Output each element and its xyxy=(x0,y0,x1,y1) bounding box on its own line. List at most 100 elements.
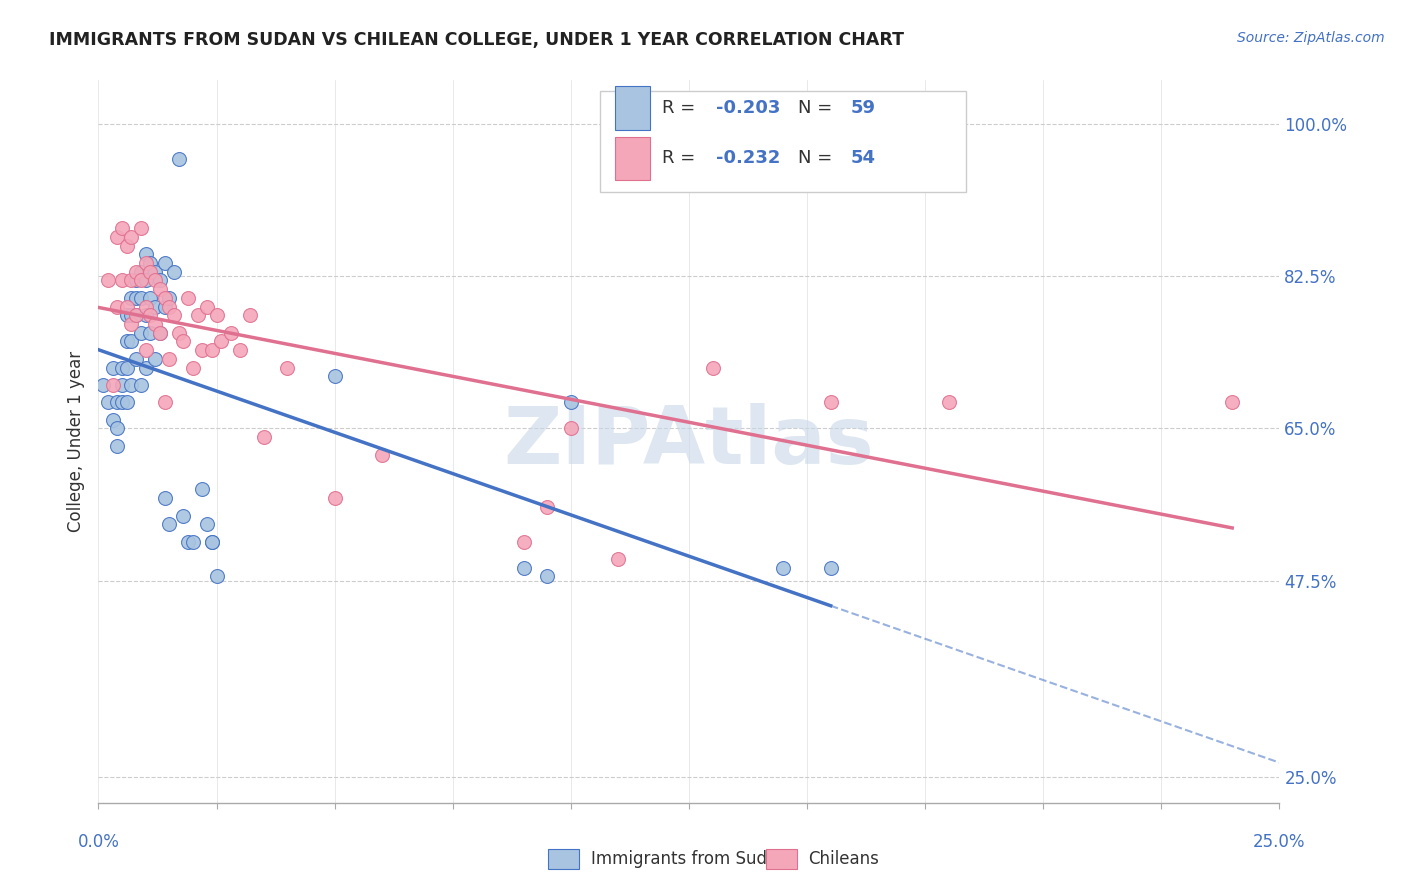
Text: N =: N = xyxy=(797,99,838,117)
Point xyxy=(323,369,346,384)
Text: Source: ZipAtlas.com: Source: ZipAtlas.com xyxy=(1237,31,1385,45)
Point xyxy=(121,317,143,331)
Point xyxy=(139,326,162,340)
Point xyxy=(143,300,166,314)
Point xyxy=(135,308,157,322)
Point xyxy=(536,569,558,583)
Text: 0.0%: 0.0% xyxy=(77,833,120,851)
Point xyxy=(143,265,166,279)
FancyBboxPatch shape xyxy=(600,91,966,193)
Text: ZIPAtlas: ZIPAtlas xyxy=(503,402,875,481)
Point xyxy=(157,351,180,366)
Point xyxy=(125,273,148,287)
Point xyxy=(111,221,134,235)
Point xyxy=(560,421,582,435)
Point xyxy=(101,413,124,427)
Point xyxy=(121,230,143,244)
Point xyxy=(772,561,794,575)
Point xyxy=(191,343,214,358)
Point xyxy=(101,378,124,392)
Point xyxy=(139,308,162,322)
Text: 59: 59 xyxy=(851,99,876,117)
Point xyxy=(105,300,128,314)
Text: -0.232: -0.232 xyxy=(716,150,780,168)
Point xyxy=(143,351,166,366)
Point xyxy=(177,291,200,305)
Point xyxy=(253,430,276,444)
Text: 25.0%: 25.0% xyxy=(1253,833,1306,851)
Point xyxy=(91,378,114,392)
Point xyxy=(135,360,157,375)
Point xyxy=(115,238,138,252)
Point xyxy=(149,273,172,287)
Point xyxy=(101,360,124,375)
Point xyxy=(143,273,166,287)
Point xyxy=(276,360,298,375)
Text: R =: R = xyxy=(662,99,700,117)
Point xyxy=(105,439,128,453)
Point xyxy=(201,343,224,358)
Point xyxy=(121,308,143,322)
Point xyxy=(201,534,224,549)
Point xyxy=(181,360,204,375)
Point xyxy=(181,534,204,549)
Point xyxy=(157,517,180,532)
Point xyxy=(157,300,180,314)
Point xyxy=(229,343,252,358)
Point xyxy=(371,448,394,462)
Point xyxy=(149,282,172,296)
Text: R =: R = xyxy=(662,150,700,168)
Point xyxy=(135,343,157,358)
Point xyxy=(115,395,138,409)
FancyBboxPatch shape xyxy=(614,136,650,180)
Point xyxy=(125,308,148,322)
Point xyxy=(121,378,143,392)
Y-axis label: College, Under 1 year: College, Under 1 year xyxy=(66,351,84,533)
Point xyxy=(97,395,120,409)
Point xyxy=(121,291,143,305)
Point xyxy=(1220,395,1243,409)
Point xyxy=(129,273,152,287)
Point xyxy=(323,491,346,505)
Point xyxy=(149,326,172,340)
Point xyxy=(125,265,148,279)
Point xyxy=(702,360,724,375)
Point xyxy=(97,273,120,287)
Point xyxy=(153,300,176,314)
Point xyxy=(191,483,214,497)
Point xyxy=(111,360,134,375)
Point xyxy=(135,300,157,314)
Point xyxy=(105,395,128,409)
Point xyxy=(938,395,960,409)
Point xyxy=(560,395,582,409)
Text: IMMIGRANTS FROM SUDAN VS CHILEAN COLLEGE, UNDER 1 YEAR CORRELATION CHART: IMMIGRANTS FROM SUDAN VS CHILEAN COLLEGE… xyxy=(49,31,904,49)
Point xyxy=(149,326,172,340)
FancyBboxPatch shape xyxy=(614,87,650,129)
Point xyxy=(129,265,152,279)
Point xyxy=(163,265,186,279)
Point xyxy=(135,256,157,270)
Text: -0.203: -0.203 xyxy=(716,99,780,117)
Point xyxy=(129,221,152,235)
Point xyxy=(536,500,558,514)
Text: Chileans: Chileans xyxy=(808,850,879,868)
Point xyxy=(115,300,138,314)
Point xyxy=(115,360,138,375)
Point xyxy=(177,534,200,549)
Point xyxy=(607,552,630,566)
Point xyxy=(167,152,190,166)
Point xyxy=(219,326,242,340)
Point xyxy=(105,421,128,435)
Point xyxy=(157,291,180,305)
Point xyxy=(512,534,534,549)
Point xyxy=(143,317,166,331)
Point xyxy=(167,326,190,340)
Point xyxy=(135,247,157,261)
Text: 54: 54 xyxy=(851,150,876,168)
Point xyxy=(129,326,152,340)
Point xyxy=(135,273,157,287)
Point xyxy=(163,308,186,322)
Point xyxy=(201,534,224,549)
Point xyxy=(187,308,209,322)
Point xyxy=(820,561,842,575)
